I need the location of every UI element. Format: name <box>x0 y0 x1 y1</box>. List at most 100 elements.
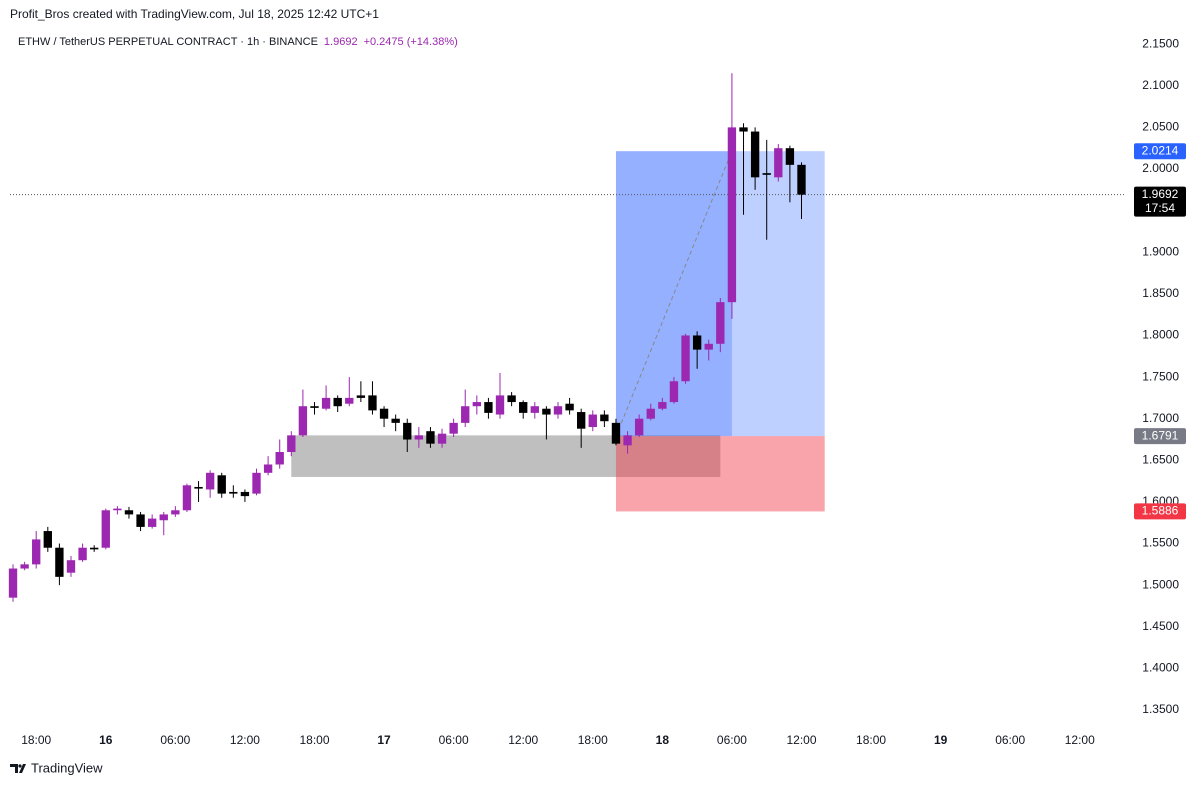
last-price: 1.9692 <box>324 36 358 48</box>
candle-body <box>8 568 18 598</box>
x-tick-label: 19 <box>934 733 948 747</box>
candle-body <box>32 539 41 565</box>
x-tick-label: 18:00 <box>299 733 329 747</box>
x-tick-label: 18 <box>656 733 670 747</box>
candle-body <box>217 475 226 494</box>
candle-body <box>78 547 87 561</box>
y-tick-label: 1.4500 <box>1142 619 1179 633</box>
candle-body <box>727 127 737 303</box>
y-tick-label: 2.0500 <box>1142 120 1179 134</box>
candle-body <box>449 422 458 434</box>
candle-body <box>159 514 168 521</box>
candle-body <box>681 335 690 382</box>
candle-body <box>716 302 725 344</box>
target-zone <box>731 151 825 437</box>
candle-body <box>287 435 296 452</box>
y-tick-label: 1.9000 <box>1142 244 1179 258</box>
candle-body <box>774 148 783 178</box>
symbol-line: ETHW / TetherUS PERPETUAL CONTRACT · 1h … <box>18 36 458 48</box>
y-tick-label: 1.7500 <box>1142 369 1179 383</box>
candle-body <box>658 402 667 409</box>
candle-body <box>240 491 250 497</box>
y-tick-label: 1.3500 <box>1142 702 1179 716</box>
candle-body <box>542 408 551 415</box>
candle-body <box>321 397 331 409</box>
candle-body <box>495 395 505 415</box>
change: +0.2475 (+14.38%) <box>364 36 458 48</box>
candle-body <box>147 518 157 527</box>
candle-body <box>472 402 481 407</box>
candle-body <box>194 486 203 489</box>
candle-body <box>530 406 539 413</box>
price-tag <box>1134 428 1186 445</box>
candle-body <box>600 414 609 422</box>
candle-body <box>565 403 574 411</box>
candle-body <box>553 406 563 415</box>
credit: Profit_Bros created with TradingView.com… <box>10 7 379 21</box>
candle-body <box>368 395 377 411</box>
candle-body <box>113 508 122 511</box>
candle-body <box>136 514 145 527</box>
candle-body <box>437 433 447 444</box>
candle-body <box>623 435 632 446</box>
x-tick-label: 06:00 <box>160 733 190 747</box>
candle-body <box>704 343 713 350</box>
x-tick-label: 18:00 <box>21 733 51 747</box>
candle-body <box>298 406 308 436</box>
x-tick-label: 06:00 <box>995 733 1025 747</box>
candle-body <box>43 531 52 548</box>
x-tick-label: 12:00 <box>786 733 816 747</box>
candle-body <box>785 148 795 165</box>
candle-body <box>797 164 806 195</box>
candle-body <box>101 510 110 548</box>
candle-body <box>577 412 586 429</box>
candle-body <box>333 397 342 407</box>
candle-body <box>205 472 215 490</box>
x-tick-label: 12:00 <box>230 733 260 747</box>
candle-body <box>484 402 493 413</box>
candle-body <box>252 472 261 494</box>
y-tick-label: 2.1000 <box>1142 78 1179 92</box>
y-tick-label: 1.8000 <box>1142 328 1179 342</box>
candle-body <box>124 510 134 515</box>
candle-body <box>669 381 679 403</box>
y-tick-label: 1.6500 <box>1142 452 1179 466</box>
candle-body <box>379 408 389 419</box>
candle-body <box>611 422 621 444</box>
trade-path <box>615 151 733 437</box>
candle-body <box>461 406 470 423</box>
candle-body <box>310 406 319 408</box>
stop-zone <box>615 436 825 512</box>
plot-area <box>8 73 1125 602</box>
x-tick-label: 06:00 <box>439 733 469 747</box>
candle-body <box>20 564 29 569</box>
symbol: ETHW / TetherUS PERPETUAL CONTRACT · 1h … <box>18 36 318 48</box>
candle-body <box>634 418 644 436</box>
y-tick-label: 1.8500 <box>1142 286 1179 300</box>
price-tag-label: 1.9692 <box>1142 187 1179 201</box>
zone <box>291 435 721 477</box>
y-tick-label: 1.7000 <box>1142 411 1179 425</box>
x-tick-label: 18:00 <box>856 733 886 747</box>
x-tick-label: 17 <box>377 733 391 747</box>
candle-body <box>391 418 400 423</box>
candle-body <box>66 560 76 573</box>
candle-body <box>646 408 655 419</box>
candle-body <box>55 547 64 577</box>
price-tag <box>1134 186 1186 217</box>
candle-body <box>426 431 435 444</box>
candle-body <box>762 173 771 175</box>
candle-body <box>692 335 702 350</box>
x-tick-label: 12:00 <box>508 733 538 747</box>
y-tick-label: 2.1500 <box>1142 36 1179 50</box>
candle-body <box>356 395 366 398</box>
y-tick-label: 2.0000 <box>1142 161 1179 175</box>
candle-body <box>588 414 597 428</box>
candle-body <box>345 397 354 404</box>
price-tag-label: 1.6791 <box>1142 428 1179 442</box>
candle-body <box>275 451 284 465</box>
candle-body <box>229 491 238 494</box>
logo <box>10 764 26 773</box>
candle-body <box>171 510 180 515</box>
